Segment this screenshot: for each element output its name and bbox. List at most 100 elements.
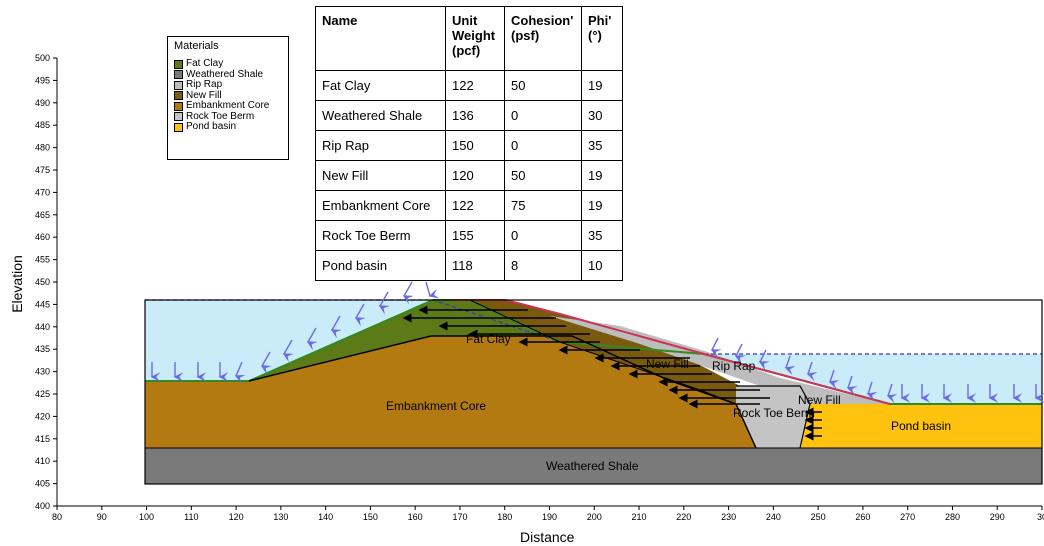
- y-tick-label: 455: [35, 255, 50, 265]
- pressure-arrow: [734, 343, 746, 365]
- cell-phi: 35: [581, 220, 623, 251]
- cell-name: Embankment Core: [315, 190, 446, 221]
- material-properties-table: Name Unit Weight (pcf) Cohesion' (psf) P…: [315, 6, 623, 281]
- legend-label: Weathered Shale: [186, 68, 264, 80]
- label-embankment-core: Embankment Core: [386, 399, 486, 413]
- label-weathered-shale: Weathered Shale: [546, 459, 639, 473]
- x-tick-label: 100: [139, 512, 154, 522]
- pressure-arrow: [758, 349, 770, 371]
- label-rip-rap: Rip Rap: [712, 359, 756, 373]
- pressure-arrow: [260, 351, 272, 375]
- pressure-arrow: [306, 327, 318, 351]
- pressure-arrows: [150, 281, 1044, 404]
- table-body: Fat Clay 122 50 19 Weathered Shale 136 0 30 Rip …: [315, 70, 623, 281]
- rip-rap-region: [550, 316, 890, 404]
- legend-items: Fat Clay Weathered Shale Rip Rap New Fill Em…: [174, 59, 282, 133]
- cell-phi: 19: [581, 70, 623, 101]
- pressure-arrow: [234, 361, 246, 384]
- cell-cohesion: 75: [504, 190, 582, 221]
- pressure-arrow: [886, 383, 898, 404]
- y-axis-title: Elevation: [9, 255, 25, 313]
- legend-swatch: [174, 59, 183, 69]
- x-tick-label: 250: [811, 512, 826, 522]
- y-tick-label: 420: [35, 411, 50, 421]
- cell-cohesion: 8: [504, 250, 582, 281]
- x-tick-label: 240: [766, 512, 781, 522]
- y-tick-label: 480: [35, 143, 50, 153]
- y-tick-label: 410: [35, 456, 50, 466]
- pressure-arrow: [282, 339, 294, 363]
- y-tick-label: 450: [35, 277, 50, 287]
- legend-item: Rock Toe Berm: [174, 110, 282, 123]
- x-tick-label: 220: [676, 512, 691, 522]
- cell-unit-weight: 120: [445, 160, 505, 191]
- cell-unit-weight: 150: [445, 130, 505, 161]
- legend-label: Rip Rap: [186, 79, 223, 91]
- pressure-arrow: [402, 281, 414, 305]
- header-name: Name: [315, 6, 446, 71]
- y-tick-label: 495: [35, 75, 50, 85]
- pressure-arrow: [866, 381, 878, 402]
- y-tick-label: 430: [35, 367, 50, 377]
- header-unit-weight: Unit Weight (pcf): [445, 6, 505, 71]
- pressure-arrow: [806, 361, 818, 382]
- x-tick-label: 140: [318, 512, 333, 522]
- reinforcement-arrows: [402, 305, 822, 441]
- x-tick-label: 130: [273, 512, 288, 522]
- cell-cohesion: 50: [504, 160, 582, 191]
- y-tick-label: 435: [35, 344, 50, 354]
- x-tick-label: 150: [363, 512, 378, 522]
- x-tick-label: 80: [52, 512, 62, 522]
- fat-clay-region: [249, 300, 736, 404]
- pressure-arrow: [354, 303, 366, 327]
- legend-title: Materials: [174, 40, 219, 52]
- y-tick-label: 445: [35, 299, 50, 309]
- cell-name: Weathered Shale: [315, 100, 446, 131]
- embankment-core-region: [145, 336, 756, 448]
- legend-label: Pond basin: [186, 121, 237, 133]
- cell-cohesion: 0: [504, 100, 582, 131]
- legend-swatch: [174, 101, 183, 111]
- y-tick-label: 415: [35, 434, 50, 444]
- legend-item: Rip Rap: [174, 80, 282, 91]
- x-tick-label: 120: [229, 512, 244, 522]
- x-tick-label: 190: [542, 512, 557, 522]
- x-tick-label: 230: [721, 512, 736, 522]
- legend-item: Embankment Core: [174, 101, 282, 112]
- x-axis-title: Distance: [520, 529, 575, 545]
- y-tick-label: 490: [35, 98, 50, 108]
- legend-item: Fat Clay: [174, 59, 282, 70]
- table-row: Rip Rap 150 0 35: [315, 130, 623, 161]
- cell-phi: 35: [581, 130, 623, 161]
- pressure-arrow: [710, 337, 722, 359]
- x-tick-label: 210: [632, 512, 647, 522]
- legend-swatch: [174, 80, 183, 90]
- legend-swatch: [174, 91, 183, 101]
- cell-name: Pond basin: [315, 250, 446, 281]
- label-fat-clay: Fat Clay: [466, 332, 511, 346]
- axes: 80 90 100 110 120 130 140 150 160 170 180 190 200 210…: [35, 53, 1044, 522]
- legend-swatch: [174, 122, 183, 132]
- y-tick-label: 400: [35, 501, 50, 511]
- cell-cohesion: 0: [504, 130, 582, 161]
- cell-name: Rock Toe Berm: [315, 220, 446, 251]
- table-row: Embankment Core 122 75 19: [315, 190, 623, 221]
- x-tick-label: 110: [184, 512, 198, 522]
- header-phi: Phi' (°): [581, 6, 623, 71]
- pressure-arrow: [846, 375, 858, 396]
- x-tick-label: 90: [97, 512, 107, 522]
- pressure-arrow: [425, 281, 440, 299]
- legend-label: Rock Toe Berm: [186, 110, 255, 122]
- legend-label: Embankment Core: [186, 100, 270, 112]
- x-tick-label: 290: [990, 512, 1005, 522]
- pressure-arrow: [828, 369, 840, 390]
- cell-unit-weight: 155: [445, 220, 505, 251]
- region-labels: Fat Clay New Fill Rip Rap Embankment Cor…: [386, 332, 951, 473]
- table-header-row: Name Unit Weight (pcf) Cohesion' (psf) P…: [315, 6, 623, 71]
- y-tick-label: 425: [35, 389, 50, 399]
- legend-swatch: [174, 70, 183, 80]
- legend-item: Weathered Shale: [174, 68, 282, 81]
- cell-unit-weight: 118: [445, 250, 505, 281]
- cell-unit-weight: 122: [445, 190, 505, 221]
- y-tick-label: 465: [35, 210, 50, 220]
